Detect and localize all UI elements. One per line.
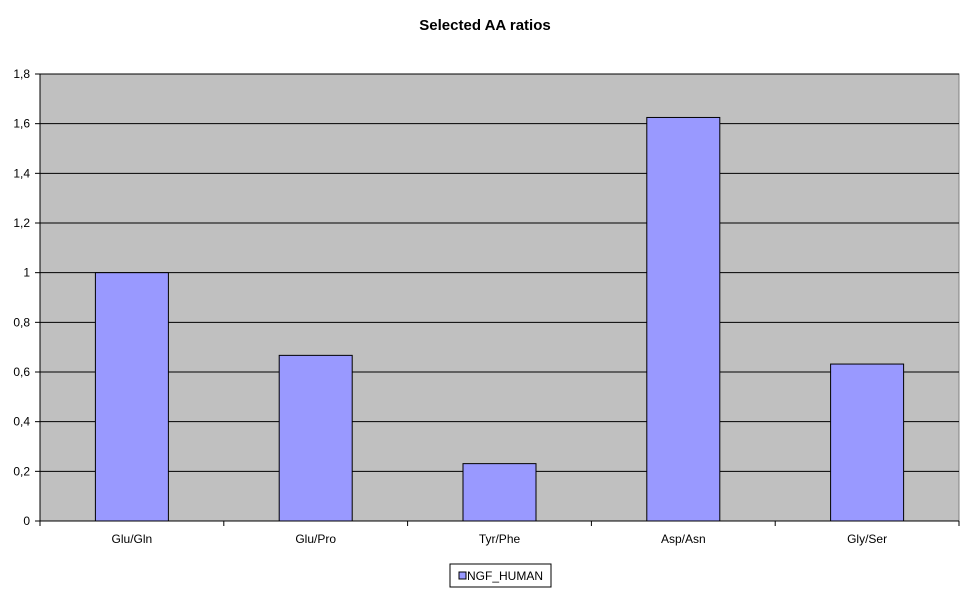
y-tick-label: 0,4 xyxy=(13,415,30,429)
y-tick-label: 0 xyxy=(23,514,30,528)
y-tick-label: 1 xyxy=(23,266,30,280)
y-tick-label: 1,2 xyxy=(13,216,30,230)
bar xyxy=(831,364,904,521)
bar xyxy=(95,273,168,521)
y-tick-label: 1,6 xyxy=(13,117,30,131)
x-tick-label: Glu/Gln xyxy=(112,532,153,546)
bar xyxy=(647,117,720,521)
y-tick-label: 0,6 xyxy=(13,365,30,379)
x-tick-label: Asp/Asn xyxy=(661,532,706,546)
plot-area xyxy=(40,74,959,521)
x-tick-label: Glu/Pro xyxy=(295,532,336,546)
bar xyxy=(279,355,352,521)
y-tick-label: 0,8 xyxy=(13,315,30,329)
x-tick-label: Gly/Ser xyxy=(847,532,887,546)
legend-swatch xyxy=(459,572,466,579)
x-tick-label: Tyr/Phe xyxy=(479,532,521,546)
chart-title: Selected AA ratios xyxy=(419,17,550,34)
y-tick-label: 1,8 xyxy=(13,67,30,81)
legend: NGF_HUMAN xyxy=(450,564,551,587)
legend-label: NGF_HUMAN xyxy=(467,569,543,583)
bar xyxy=(463,464,536,521)
y-tick-label: 0,2 xyxy=(13,464,30,478)
y-tick-label: 1,4 xyxy=(13,166,30,180)
